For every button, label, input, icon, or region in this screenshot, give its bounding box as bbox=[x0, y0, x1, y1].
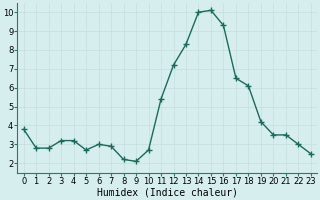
X-axis label: Humidex (Indice chaleur): Humidex (Indice chaleur) bbox=[97, 187, 238, 197]
